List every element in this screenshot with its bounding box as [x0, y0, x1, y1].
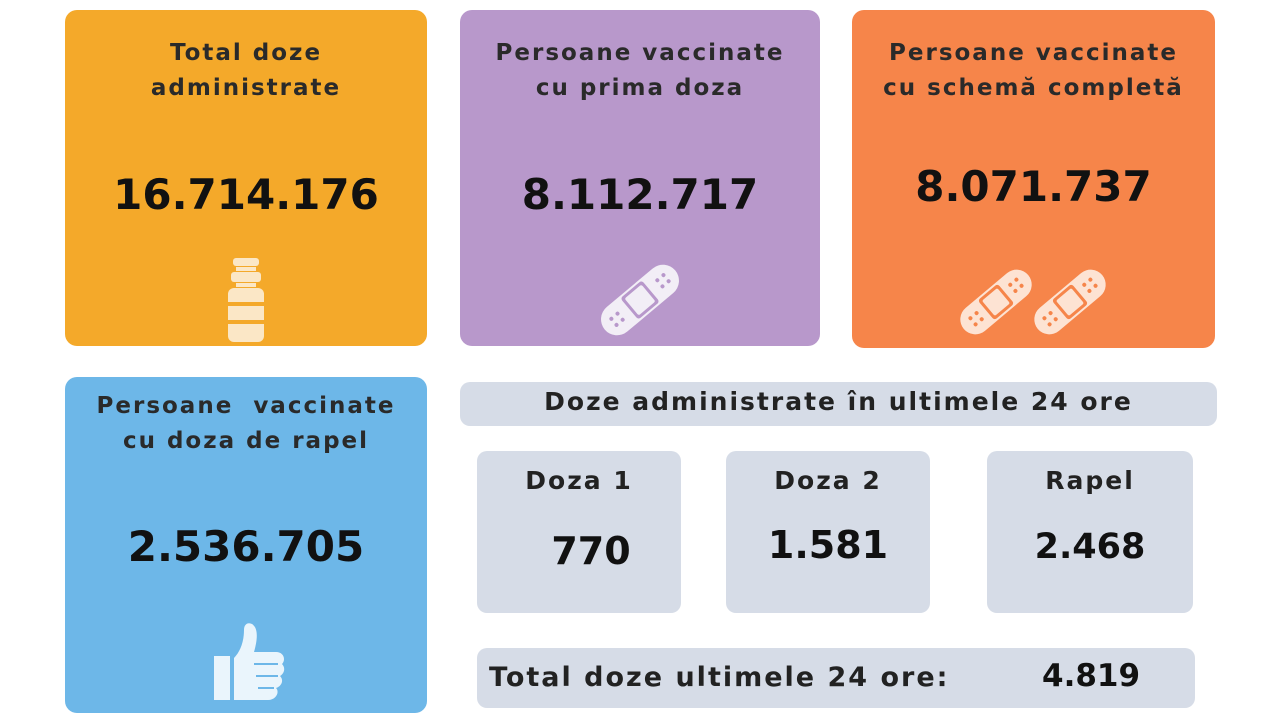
dose1-value: 770	[551, 529, 631, 573]
complete-scheme-title-line2: cu schemă completă	[883, 75, 1184, 101]
total-doses-title-line1: Total doze	[169, 40, 323, 66]
vaccine-vial-icon	[224, 258, 268, 346]
total-24h-box: Total doze ultimele 24 ore: 4.819	[477, 648, 1195, 708]
booster-card: Persoane vaccinate cu doza de rapel 2.53…	[65, 377, 427, 713]
total-doses-title: Total doze administrate	[65, 36, 427, 106]
bandage-icon	[590, 252, 690, 352]
complete-scheme-card: Persoane vaccinate cu schemă completă 8.…	[852, 10, 1215, 348]
two-bandages-icon	[954, 256, 1114, 352]
thumbs-up-icon	[204, 622, 288, 706]
booster-24h-value: 2.468	[1034, 527, 1146, 567]
first-dose-title-line2: cu prima doza	[535, 75, 745, 101]
booster-24h-box: Rapel 2.468	[987, 451, 1193, 613]
last-24h-heading-banner: Doze administrate în ultimele 24 ore	[460, 382, 1217, 426]
complete-scheme-title: Persoane vaccinate cu schemă completă	[852, 36, 1215, 106]
first-dose-title-line1: Persoane vaccinate	[495, 40, 785, 66]
total-24h-value: 4.819	[1042, 658, 1141, 694]
dose1-label: Doza 1	[525, 466, 633, 495]
dose2-label: Doza 2	[774, 466, 882, 495]
booster-title-line1: Persoane vaccinate	[96, 393, 396, 419]
booster-24h-label: Rapel	[1045, 466, 1135, 495]
booster-title-line2: cu doza de rapel	[122, 428, 370, 454]
total-doses-value: 16.714.176	[113, 170, 379, 219]
dose2-box: Doza 2 1.581	[726, 451, 930, 613]
total-doses-card: Total doze administrate 16.714.176	[65, 10, 427, 346]
first-dose-title: Persoane vaccinate cu prima doza	[460, 36, 820, 106]
booster-title: Persoane vaccinate cu doza de rapel	[65, 389, 427, 459]
complete-scheme-title-line1: Persoane vaccinate	[889, 40, 1178, 66]
last-24h-heading: Doze administrate în ultimele 24 ore	[544, 387, 1133, 416]
booster-value: 2.536.705	[127, 522, 365, 571]
total-24h-label: Total doze ultimele 24 ore:	[489, 662, 950, 693]
dose2-value: 1.581	[767, 523, 889, 567]
dose1-box: Doza 1 770	[477, 451, 681, 613]
complete-scheme-value: 8.071.737	[915, 162, 1152, 211]
first-dose-card: Persoane vaccinate cu prima doza 8.112.7…	[460, 10, 820, 346]
first-dose-value: 8.112.717	[521, 170, 759, 219]
total-doses-title-line2: administrate	[150, 75, 342, 101]
